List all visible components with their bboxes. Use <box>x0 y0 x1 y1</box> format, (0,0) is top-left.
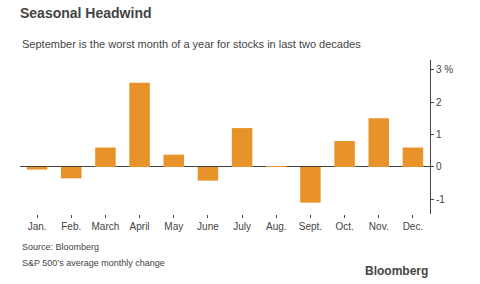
svg-text:June: June <box>197 221 219 232</box>
svg-text:-1: -1 <box>436 194 445 205</box>
svg-text:0: 0 <box>436 161 442 172</box>
svg-text:Dec.: Dec. <box>403 221 424 232</box>
svg-text:March: March <box>92 221 120 232</box>
svg-text:Jan.: Jan. <box>28 221 47 232</box>
svg-text:1: 1 <box>436 129 442 140</box>
svg-text:Nov.: Nov. <box>369 221 389 232</box>
svg-text:May: May <box>164 221 183 232</box>
svg-text:July: July <box>233 221 251 232</box>
svg-text:Oct.: Oct. <box>335 221 353 232</box>
svg-text:Sept.: Sept. <box>299 221 322 232</box>
svg-text:Source: Bloomberg: Source: Bloomberg <box>22 242 99 252</box>
svg-text:S&P 500’s average monthly chan: S&P 500’s average monthly change <box>22 258 165 268</box>
svg-text:2: 2 <box>436 97 442 108</box>
svg-text:Bloomberg: Bloomberg <box>365 264 428 278</box>
svg-text:September is the worst month o: September is the worst month of a year f… <box>22 38 361 50</box>
svg-text:Seasonal Headwind: Seasonal Headwind <box>20 5 151 21</box>
svg-text:3 %: 3 % <box>436 64 453 75</box>
svg-text:April: April <box>130 221 150 232</box>
svg-text:Feb.: Feb. <box>61 221 81 232</box>
svg-text:Aug.: Aug. <box>266 221 287 232</box>
